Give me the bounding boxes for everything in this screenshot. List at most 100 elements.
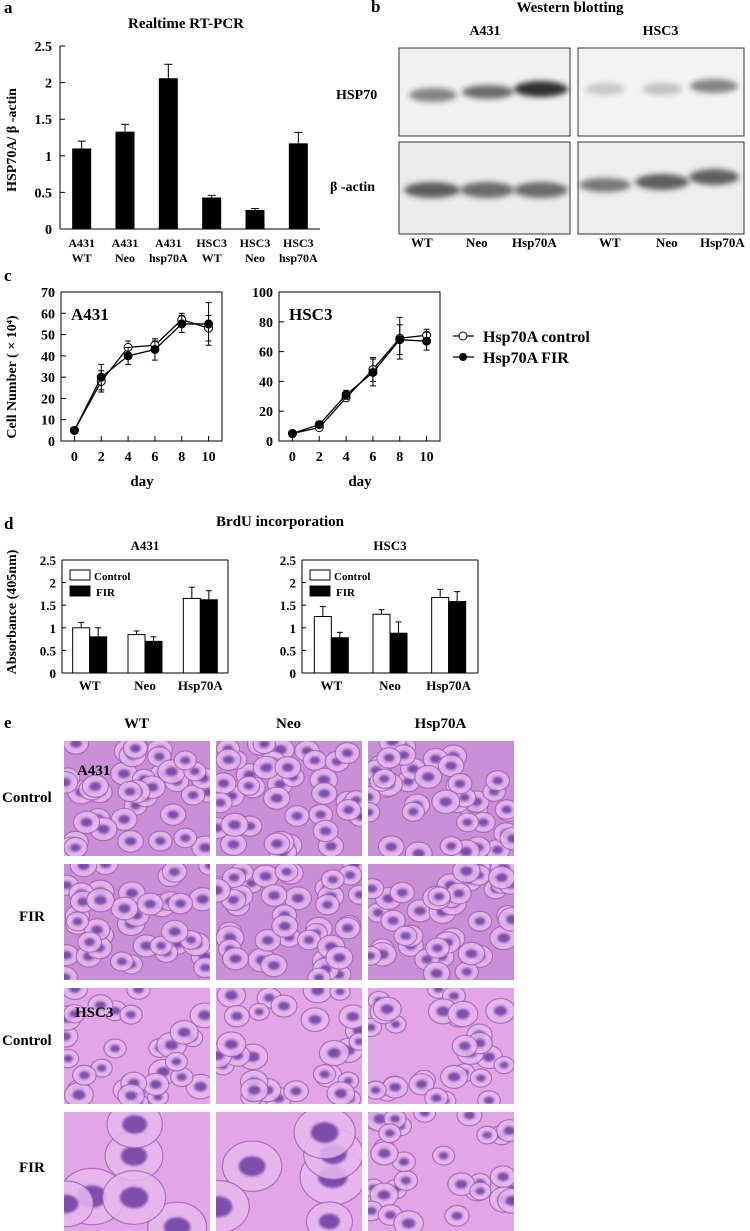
nucleus (354, 809, 362, 819)
nucleus (110, 1044, 121, 1053)
nucleus (333, 953, 346, 963)
nucleus (484, 1096, 495, 1104)
nucleus (236, 868, 247, 877)
cell-body (368, 945, 382, 966)
cell-body (314, 877, 340, 900)
nucleus (318, 1165, 348, 1188)
nucleus (444, 880, 457, 890)
cell-body (406, 899, 434, 923)
chart-title: HSC3 (373, 538, 407, 553)
histo-cell-image (368, 988, 514, 1104)
cell-body (389, 881, 415, 904)
lane-label-wt-1: WT (411, 235, 433, 250)
category-label-line1: A431 (68, 236, 95, 250)
cell-body (225, 895, 251, 917)
cell-body (69, 864, 98, 878)
nucleus (259, 871, 272, 881)
cell-body (296, 929, 322, 951)
histo-inset-a431: A431 (77, 763, 111, 779)
nucleus (473, 1030, 486, 1040)
histo-row-fir-1: FIR (19, 909, 45, 925)
cell-body (308, 803, 334, 826)
cell-body (254, 928, 282, 952)
bar (144, 640, 163, 674)
cell-body (335, 798, 362, 821)
histo-cell-image (64, 864, 210, 980)
cell-body (147, 746, 172, 768)
lane-label-hsp70a-2: Hsp70A (700, 235, 745, 250)
tissue-background (368, 864, 514, 980)
growth-ylabel: Cell Number ( × 10⁴) (5, 315, 20, 438)
cell-body (368, 754, 393, 776)
nucleus (216, 885, 223, 896)
category-label: WT (79, 678, 101, 693)
bar (158, 78, 178, 229)
nucleus (319, 956, 332, 966)
nucleus (489, 787, 500, 796)
nucleus (445, 893, 457, 902)
x-tick-label: 0 (71, 450, 78, 465)
cell-body (489, 864, 514, 880)
cell-body (445, 882, 472, 905)
nucleus (217, 779, 230, 788)
cell-body (431, 789, 461, 815)
nucleus (312, 924, 325, 934)
cell-body (149, 762, 175, 784)
bar (288, 143, 308, 229)
cell-body (447, 1172, 476, 1197)
nucleus (75, 889, 87, 898)
nucleus (319, 964, 332, 974)
nucleus (282, 763, 294, 772)
cell-body (252, 755, 281, 780)
category-label: Hsp70A (178, 678, 223, 693)
data-point (395, 335, 405, 345)
cell-body (109, 951, 134, 972)
cell-body (412, 1069, 436, 1091)
cell-body (154, 942, 179, 963)
cell-body (445, 793, 470, 814)
nucleus (482, 1131, 492, 1139)
rt-pcr-title: Realtime RT-PCR (128, 16, 244, 32)
nucleus (153, 1093, 163, 1101)
cell-body (224, 1044, 251, 1067)
western-cellline-a431: A431 (469, 24, 501, 39)
cell-body (235, 763, 264, 788)
category-label: WT (320, 678, 342, 693)
nucleus (216, 823, 223, 833)
nucleus (276, 847, 290, 856)
nucleus (224, 945, 236, 953)
legend-label: Control (334, 571, 370, 583)
nucleus (370, 1086, 381, 1094)
nucleus (89, 781, 102, 791)
cell-body (373, 1138, 396, 1158)
category-label-line1: HSC3 (283, 236, 314, 250)
cell-body (64, 770, 79, 794)
bar (313, 616, 332, 674)
histo-cell-image (216, 741, 362, 856)
cell-body (89, 817, 118, 842)
nucleus (194, 1081, 208, 1092)
cell-body (329, 988, 351, 1001)
nucleus (497, 1194, 512, 1205)
cell-body (77, 931, 103, 953)
nucleus (197, 774, 209, 783)
legend-filled-marker (459, 353, 467, 361)
cell-body (312, 1064, 337, 1085)
y-tick-label: 1 (290, 621, 297, 636)
cell-body (469, 1068, 493, 1088)
nucleus (167, 810, 179, 819)
nucleus (391, 1020, 401, 1028)
cell-body (368, 1200, 384, 1222)
cell-body (370, 1141, 399, 1166)
data-point (96, 372, 106, 382)
nucleus (398, 1157, 410, 1166)
nucleus (140, 793, 152, 801)
nucleus (278, 1001, 290, 1011)
band-a431-actin-wt (404, 182, 460, 198)
cell-body (246, 741, 274, 756)
nucleus (496, 1131, 507, 1139)
nucleus (262, 936, 274, 945)
y-tick-label: 1.5 (35, 113, 53, 128)
nucleus (325, 841, 337, 851)
nucleus (246, 783, 259, 792)
